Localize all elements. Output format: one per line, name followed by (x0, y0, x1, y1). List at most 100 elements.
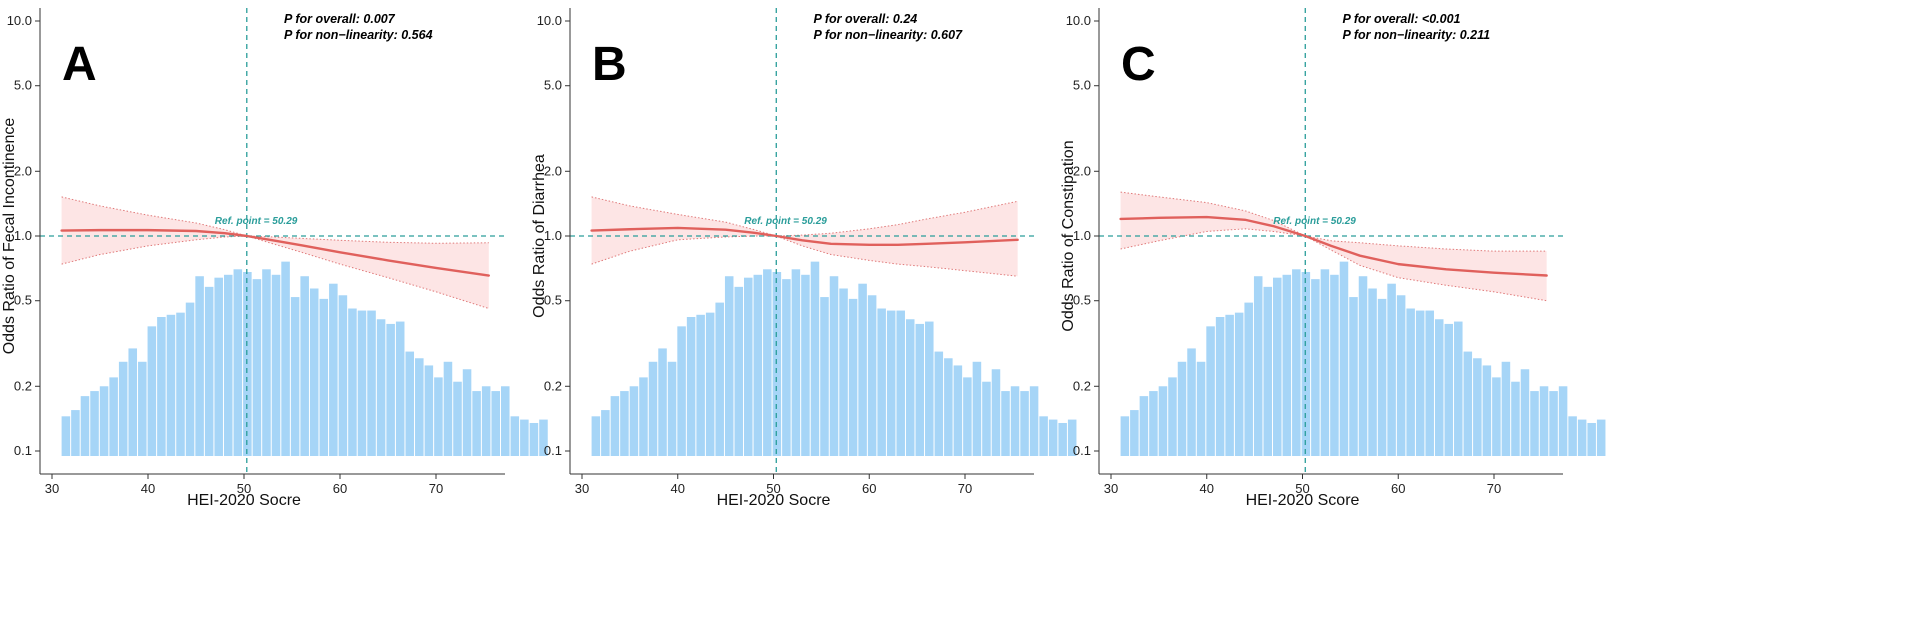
histogram-bar (529, 422, 539, 456)
histogram-bar (829, 276, 839, 456)
histogram-bar (744, 277, 753, 456)
histogram-bar (763, 269, 772, 456)
histogram-bar (1001, 391, 1010, 456)
histogram-bar (1010, 386, 1020, 456)
histogram-bar (1368, 288, 1377, 456)
histogram-bar (1120, 416, 1130, 456)
x-axis-title: HEI-2020 Socre (187, 492, 301, 509)
histogram-bar (782, 279, 791, 456)
x-tick-label: 60 (1391, 481, 1405, 496)
histogram-bar (1568, 416, 1577, 456)
histogram-bar (300, 276, 309, 456)
y-tick-label: 0.5 (1073, 293, 1091, 308)
histogram-bar (648, 361, 658, 456)
x-tick-label: 60 (333, 481, 347, 496)
histogram-bar (386, 323, 395, 456)
histogram-bar (1253, 276, 1263, 456)
histogram-bar (934, 351, 944, 456)
x-tick-label: 40 (1200, 481, 1214, 496)
histogram-bar (1501, 361, 1511, 456)
histogram-bar (1558, 386, 1568, 456)
histogram-bar (262, 269, 271, 456)
histogram-bar (147, 326, 157, 456)
y-tick-label: 2.0 (14, 163, 32, 178)
ci-upper-line (591, 196, 1018, 237)
histogram-bar (1377, 298, 1387, 456)
histogram-bar (281, 261, 290, 456)
histogram-bar (1292, 269, 1301, 456)
x-tick-label: 70 (429, 481, 443, 496)
x-tick-label: 50 (237, 481, 251, 496)
histogram-bar (1234, 312, 1244, 456)
histogram-bar (520, 419, 529, 456)
histogram-bar (1206, 326, 1215, 456)
p-nonlinearity-text: P for non−linearity: 0.607 (814, 28, 964, 42)
y-axis-title: Odds Ratio of Fecal Incontinence (1, 118, 18, 355)
histogram-bar (367, 310, 376, 456)
histogram-bar (243, 272, 252, 456)
histogram-bar (472, 391, 481, 456)
histogram-bar (1149, 391, 1158, 456)
y-tick-label: 1.0 (14, 228, 32, 243)
histogram-bar (1130, 410, 1139, 456)
x-axis-title: HEI-2020 Socre (717, 492, 831, 509)
histogram-bar (1225, 314, 1234, 456)
y-tick-label: 1.0 (544, 228, 562, 243)
histogram-bar (223, 274, 233, 456)
y-tick-label: 10.0 (1066, 13, 1091, 28)
y-tick-label: 0.1 (1073, 443, 1091, 458)
histogram-bar (915, 323, 925, 456)
histogram-bar (453, 381, 462, 456)
histogram-bar (753, 274, 763, 456)
panel-letter: B (592, 38, 627, 91)
histogram-bar (1158, 386, 1168, 456)
y-tick-label: 0.5 (14, 293, 32, 308)
histogram-bar (1520, 369, 1530, 456)
histogram-bar (233, 269, 243, 456)
histogram-bar (772, 272, 782, 456)
histogram-bar (204, 286, 214, 456)
odds-ratio-curve (1119, 215, 1548, 277)
histogram-bar (195, 276, 204, 456)
histogram-bar (1139, 396, 1149, 456)
ci-upper-line (1120, 191, 1547, 252)
x-tick-label: 30 (575, 481, 589, 496)
histogram-bar (1339, 261, 1349, 456)
histogram-bar (1358, 276, 1368, 456)
histogram-bar (886, 310, 896, 456)
histogram-bar (109, 377, 118, 456)
histogram-bar (629, 386, 639, 456)
histogram-bar (415, 358, 424, 456)
y-tick-label: 5.0 (1073, 78, 1091, 93)
histogram-bar (1473, 358, 1482, 456)
histogram-bar (1311, 279, 1320, 456)
ci-lower-line (61, 235, 489, 309)
histogram-bar (696, 314, 705, 456)
p-overall-text: P for overall: 0.24 (814, 12, 918, 26)
histogram-bar (953, 365, 963, 456)
histogram-bar (405, 351, 415, 456)
histogram-bar (1577, 419, 1587, 456)
histogram-bar (185, 302, 195, 456)
histogram-bar (1244, 302, 1253, 456)
ref-point-label: Ref. point = 50.29 (1273, 216, 1356, 227)
p-overall-text: P for overall: 0.007 (284, 12, 396, 26)
histogram-bar (319, 298, 329, 456)
confidence-band (61, 196, 489, 309)
histogram-bar (1039, 416, 1048, 456)
histogram-bar (348, 308, 357, 456)
histogram-bar (1482, 365, 1492, 456)
histogram-bar (1282, 274, 1292, 456)
histogram-bar (858, 283, 867, 456)
histogram-bar (791, 269, 801, 456)
histogram-bar (500, 386, 510, 456)
histogram-bar (1549, 391, 1558, 456)
histogram-bar (734, 286, 744, 456)
histogram-bar (481, 386, 491, 456)
x-tick-label: 40 (141, 481, 155, 496)
x-tick-label: 30 (45, 481, 59, 496)
histogram-bar (820, 297, 829, 456)
histogram-bar (376, 319, 386, 456)
histogram-bar (620, 391, 629, 456)
x-tick-label: 40 (671, 481, 685, 496)
